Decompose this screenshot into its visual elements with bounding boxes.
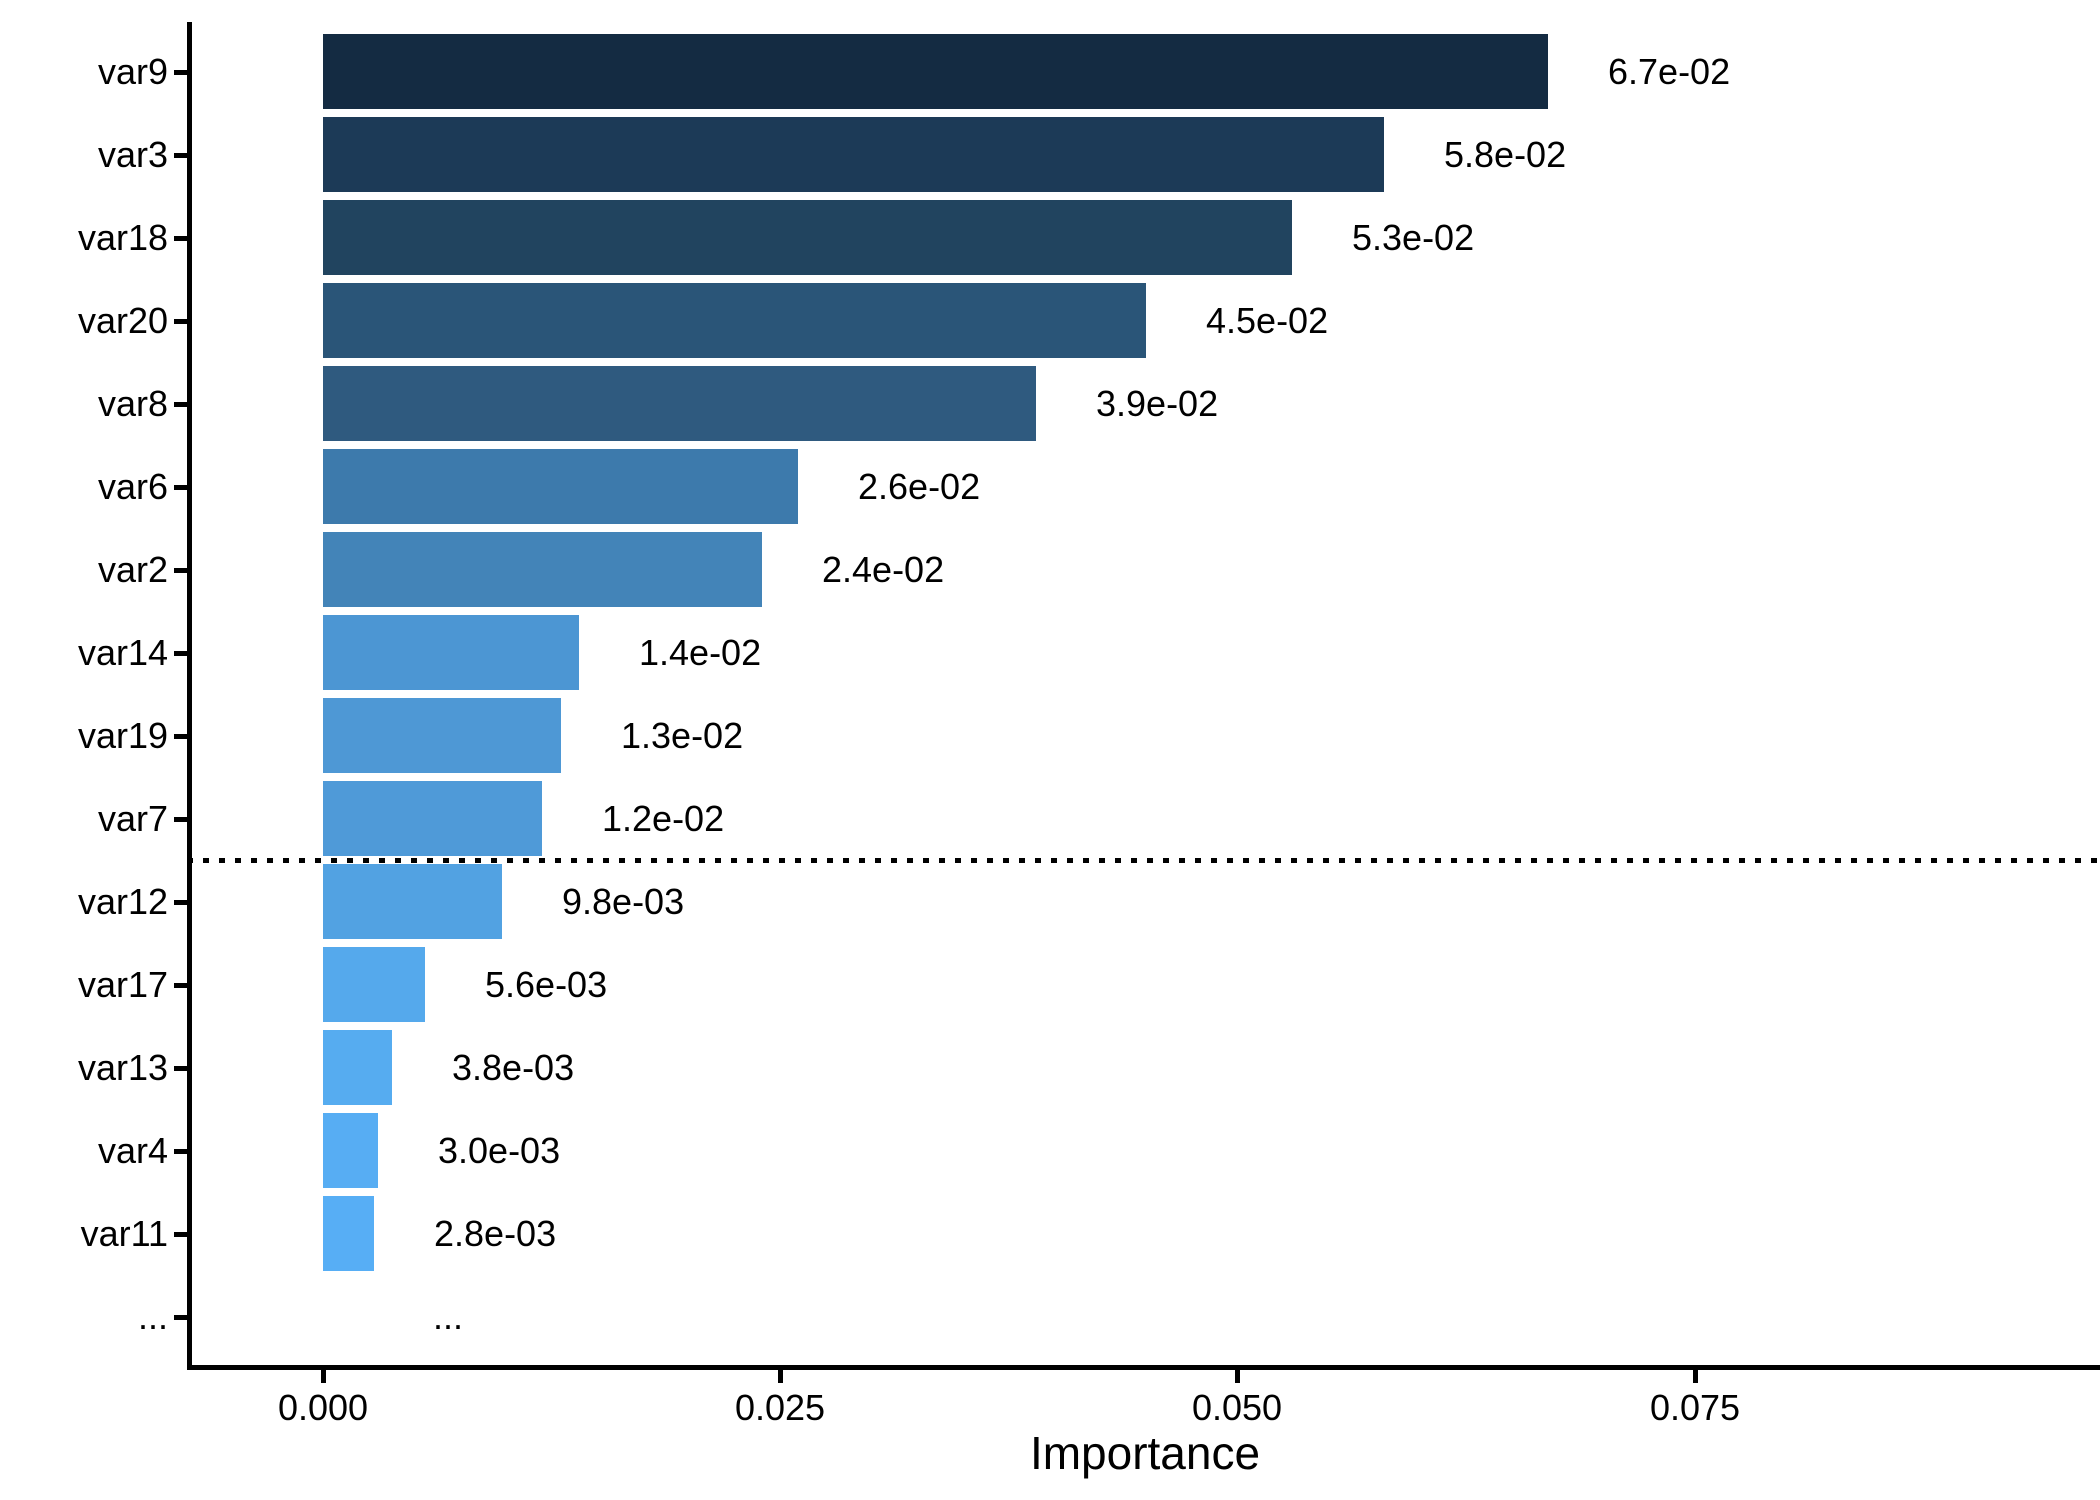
x-axis-tick-label: 0.025 — [734, 1387, 826, 1428]
bar-value-label: 2.4e-02 — [822, 549, 945, 590]
y-axis-label: var12 — [77, 881, 168, 922]
y-axis-tick — [174, 1066, 187, 1071]
bar-value-label: 9.8e-03 — [562, 881, 685, 922]
bar — [323, 449, 798, 524]
y-axis-tick — [174, 485, 187, 490]
y-axis-label: var4 — [97, 1130, 168, 1171]
bar-value-label: 2.6e-02 — [858, 466, 981, 507]
y-axis-tick — [174, 900, 187, 905]
bar — [323, 864, 502, 939]
bar — [323, 532, 762, 607]
y-axis-tick — [174, 70, 187, 75]
bar-value-label: 3.0e-03 — [438, 1130, 561, 1171]
bar-value-label: 5.6e-03 — [485, 964, 608, 1005]
bar-value-label: 1.4e-02 — [639, 632, 762, 673]
bar-value-label: 1.3e-02 — [621, 715, 744, 756]
y-axis-tick — [174, 153, 187, 158]
y-axis-label: var18 — [77, 217, 168, 258]
y-axis-label: var17 — [77, 964, 168, 1005]
y-axis-tick — [174, 402, 187, 407]
y-axis-tick — [174, 319, 187, 324]
bar-value-label: 5.8e-02 — [1444, 134, 1567, 175]
cutoff-dotted-line — [187, 858, 2100, 863]
y-axis-tick — [174, 1232, 187, 1237]
bar — [323, 34, 1548, 109]
bar — [323, 615, 579, 690]
y-axis-label: var7 — [97, 798, 168, 839]
bar — [323, 698, 561, 773]
bar-value-label: 6.7e-02 — [1608, 51, 1731, 92]
bar-value-label: ... — [433, 1296, 464, 1337]
bar — [323, 200, 1292, 275]
bar — [323, 117, 1384, 192]
y-axis-line — [187, 22, 192, 1367]
y-axis-tick — [174, 568, 187, 573]
y-axis-label: var20 — [77, 300, 168, 341]
x-axis-tick-label: 0.075 — [1649, 1387, 1741, 1428]
y-axis-label: var11 — [80, 1213, 168, 1254]
x-axis-line — [187, 1365, 2100, 1370]
bar — [323, 947, 425, 1022]
y-axis-tick — [174, 734, 187, 739]
bar — [323, 283, 1146, 358]
y-axis-label: var13 — [77, 1047, 168, 1088]
y-axis-label: var8 — [97, 383, 168, 424]
x-axis-tick — [1693, 1370, 1698, 1383]
y-axis-label: var19 — [77, 715, 168, 756]
bar-value-label: 2.8e-03 — [434, 1213, 557, 1254]
y-axis-label: var3 — [97, 134, 168, 175]
y-axis-tick — [174, 651, 187, 656]
x-axis-tick — [321, 1370, 326, 1383]
x-axis-tick-label: 0.000 — [277, 1387, 369, 1428]
y-axis-tick — [174, 983, 187, 988]
y-axis-tick — [174, 236, 187, 241]
y-axis-tick — [174, 1149, 187, 1154]
bar-value-label: 4.5e-02 — [1206, 300, 1329, 341]
bar — [323, 1196, 374, 1271]
bar — [323, 1030, 392, 1105]
y-axis-tick — [174, 817, 187, 822]
bar-value-label: 3.8e-03 — [452, 1047, 575, 1088]
x-axis-title: Importance — [1029, 1427, 1261, 1479]
bar-value-label: 3.9e-02 — [1096, 383, 1219, 424]
x-axis-tick-label: 0.050 — [1191, 1387, 1283, 1428]
y-axis-label: var14 — [77, 632, 168, 673]
y-axis-label: var9 — [97, 51, 168, 92]
bar — [323, 1113, 378, 1188]
y-axis-label: ... — [137, 1296, 168, 1337]
y-axis-label: var2 — [97, 549, 168, 590]
y-axis-tick — [174, 1315, 187, 1320]
bar-value-label: 1.2e-02 — [602, 798, 725, 839]
x-axis-tick — [1235, 1370, 1240, 1383]
bar-value-label: 5.3e-02 — [1352, 217, 1475, 258]
bar — [323, 366, 1036, 441]
bar — [323, 781, 542, 856]
x-axis-tick — [778, 1370, 783, 1383]
y-axis-label: var6 — [97, 466, 168, 507]
